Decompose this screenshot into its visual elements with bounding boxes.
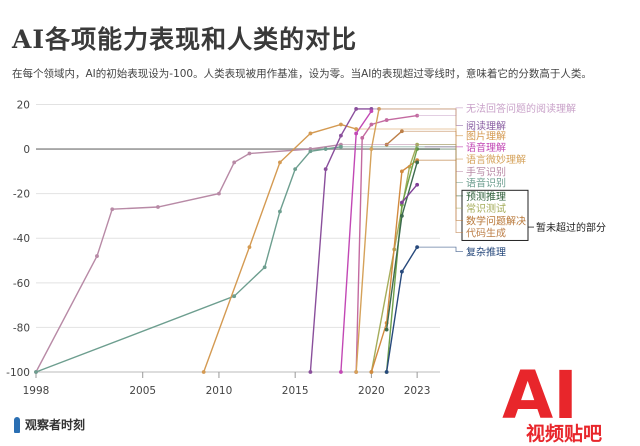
- data-point: [369, 122, 374, 127]
- data-point: [262, 265, 267, 270]
- bracket-label: 暂未超过的部分: [536, 221, 606, 234]
- series-lines: [34, 107, 420, 374]
- x-tick-label: 1998: [23, 385, 50, 397]
- source-credit: 观察者时刻: [14, 416, 85, 433]
- watermark-logo: AI 视频贴吧: [500, 355, 604, 446]
- label-connector: [356, 128, 463, 137]
- series-line: [370, 159, 418, 373]
- data-point: [217, 191, 221, 196]
- series-label: 代码生成: [466, 227, 506, 240]
- y-tick-label: -40: [13, 233, 30, 245]
- data-point: [278, 209, 282, 214]
- series-label: 常识测试: [466, 202, 506, 215]
- data-point: [369, 370, 374, 374]
- series-line: [386, 130, 403, 146]
- series-label: 无法回答问题的阅读理解: [466, 102, 576, 115]
- data-point: [354, 131, 359, 136]
- series-label: 预测推理: [466, 190, 506, 203]
- data-point: [34, 370, 38, 374]
- chart-title: AI各项能力表现和人类的对比: [12, 25, 358, 54]
- data-point: [384, 118, 389, 122]
- chart-subtitle: 在每个领域内，AI的初始表现设为-100。人类表现被用作基准，设为零。当AI的表…: [12, 68, 592, 80]
- x-tick-label: 2005: [129, 385, 156, 397]
- data-point: [369, 147, 374, 151]
- logo-big-text: AI: [502, 357, 578, 434]
- series-line: [401, 184, 418, 204]
- data-point: [156, 205, 160, 209]
- series-label: 图片理解: [466, 130, 506, 143]
- data-point: [308, 149, 313, 154]
- data-point: [369, 109, 374, 114]
- series-label: 语言微妙理解: [466, 153, 526, 166]
- data-point: [399, 200, 404, 205]
- series-label: 复杂推理: [466, 246, 506, 259]
- data-point: [384, 370, 389, 374]
- data-point: [339, 122, 343, 127]
- source-label: 观察者时刻: [25, 418, 86, 432]
- x-tick-label: 2023: [404, 385, 431, 397]
- data-point: [293, 167, 298, 172]
- y-tick-label: -60: [13, 278, 30, 290]
- y-tick-label: 20: [17, 99, 30, 111]
- series-label: 手写识别: [466, 165, 506, 178]
- data-point: [415, 160, 420, 165]
- series-line: [385, 162, 418, 330]
- y-tick-label: 0: [23, 144, 30, 156]
- data-point: [201, 370, 206, 374]
- data-point: [354, 370, 359, 374]
- data-point: [415, 182, 420, 187]
- data-point: [399, 169, 404, 174]
- x-tick-label: 2020: [358, 385, 385, 397]
- series-label: 数学问题解决: [466, 214, 526, 227]
- data-point: [232, 160, 237, 165]
- label-connector: [417, 246, 463, 253]
- data-point: [95, 254, 99, 258]
- data-point: [399, 269, 404, 274]
- series-line: [35, 146, 342, 373]
- data-point: [247, 245, 252, 250]
- data-point: [308, 370, 313, 374]
- data-point: [110, 207, 115, 212]
- series-line: [340, 110, 372, 373]
- series-label: 语音理解: [466, 141, 506, 154]
- y-axis-ticks: -100 -80 -60 -40 -20 0 20: [6, 99, 30, 379]
- pen-icon: [14, 416, 20, 433]
- data-point: [323, 167, 328, 172]
- data-point: [339, 370, 343, 374]
- series-labels: 无法回答问题的阅读理解阅读理解图片理解语音理解语言微妙理解手写识别语音识别预测推…: [340, 102, 576, 259]
- x-tick-label: 2010: [206, 385, 233, 397]
- data-point: [399, 214, 404, 218]
- series-line: [203, 123, 357, 373]
- logo-small-text: 视频贴吧: [526, 422, 602, 445]
- data-point: [232, 294, 237, 299]
- series-label: 阅读理解: [466, 120, 506, 133]
- data-point: [308, 131, 313, 136]
- series-label: 语音识别: [466, 176, 506, 189]
- y-tick-label: -80: [13, 322, 30, 334]
- data-point: [360, 136, 365, 140]
- x-axis-ticks: 1998 2005 2010 2015 2020 2023: [23, 372, 431, 397]
- y-tick-label: -20: [13, 189, 30, 201]
- label-connector: [379, 108, 463, 160]
- data-point: [323, 147, 328, 151]
- y-tick-label: -100: [6, 367, 30, 379]
- data-point: [354, 107, 359, 111]
- x-tick-label: 2015: [282, 385, 309, 397]
- data-point: [278, 160, 282, 165]
- unsolved-bracket: [461, 189, 529, 241]
- data-point: [339, 133, 343, 138]
- data-point: [384, 327, 389, 332]
- data-point: [247, 151, 252, 156]
- series-line: [35, 143, 341, 373]
- label-connector: [401, 130, 463, 234]
